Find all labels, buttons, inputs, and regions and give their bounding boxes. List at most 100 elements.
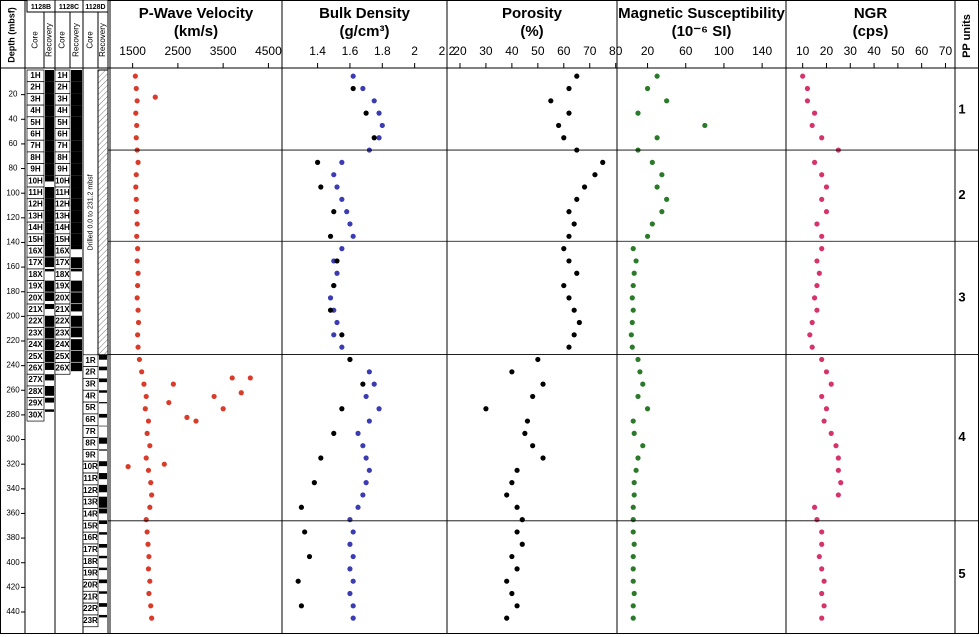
- data-point: [649, 159, 655, 165]
- data-point: [509, 480, 515, 486]
- data-point: [134, 258, 140, 264]
- recovery-bar: [45, 397, 54, 403]
- track-title: P-Wave Velocity: [139, 5, 254, 22]
- hole-name: 1128D: [85, 4, 105, 11]
- data-point: [522, 430, 528, 436]
- data-point: [814, 258, 820, 264]
- x-tick-label: 2: [411, 44, 418, 58]
- core-name: 23X: [55, 328, 70, 337]
- recovery-bar: [45, 362, 54, 370]
- data-point: [635, 393, 641, 400]
- core-name: 20X: [28, 293, 43, 302]
- data-point: [149, 615, 155, 621]
- core-name: 22R: [83, 604, 98, 613]
- data-point: [809, 344, 815, 350]
- recovery-bar: [71, 233, 82, 246]
- x-tick-label: 70: [583, 44, 597, 58]
- data-point: [133, 85, 139, 92]
- core-name: 11H: [28, 188, 42, 197]
- core-name: 16X: [55, 246, 70, 255]
- core-name: 11R: [83, 474, 97, 483]
- data-point: [298, 603, 305, 609]
- data-point: [347, 356, 353, 363]
- recovery-bar: [99, 437, 107, 444]
- x-tick-label: 1500: [119, 44, 146, 58]
- data-point: [819, 590, 825, 597]
- data-point: [331, 172, 337, 178]
- unit-label: 3: [958, 289, 965, 304]
- recovery-bar: [45, 81, 54, 94]
- recovery-bar: [71, 116, 82, 129]
- x-tick-label: 60: [557, 44, 571, 58]
- recovery-bar: [71, 105, 82, 117]
- core-name: 22X: [28, 317, 43, 326]
- data-point: [576, 319, 582, 326]
- data-point: [819, 172, 825, 178]
- x-tick-label: 60: [915, 44, 929, 58]
- y-tick-label: 240: [6, 361, 20, 370]
- data-point: [211, 393, 217, 400]
- x-tick-label: 10: [796, 44, 810, 58]
- data-point: [811, 504, 818, 510]
- data-point: [630, 282, 636, 289]
- data-point: [143, 393, 149, 400]
- recovery-bar: [99, 390, 107, 393]
- core-name: 17R: [83, 545, 98, 554]
- data-point: [556, 122, 562, 129]
- x-tick-label: 70: [939, 44, 953, 58]
- data-point: [318, 184, 324, 190]
- y-tick-label: 160: [6, 262, 20, 271]
- data-point: [592, 172, 598, 178]
- recovery-bar: [71, 175, 82, 188]
- recovery-bar: [45, 151, 54, 164]
- data-point: [134, 295, 140, 301]
- data-point: [371, 98, 377, 104]
- data-point: [821, 603, 827, 609]
- data-point: [148, 603, 154, 609]
- recovery-bar: [71, 315, 82, 327]
- recovery-bar: [99, 354, 107, 360]
- core-name: 21X: [28, 305, 43, 314]
- y-tick-label: 220: [6, 336, 20, 345]
- data-point: [809, 122, 815, 129]
- data-point: [152, 94, 158, 100]
- recovery-bar: [99, 366, 107, 371]
- data-point: [819, 541, 825, 547]
- data-point: [835, 492, 841, 498]
- data-point: [347, 541, 353, 547]
- data-point: [819, 135, 825, 141]
- data-point: [193, 418, 199, 424]
- data-point: [524, 418, 531, 424]
- x-tick-label: 4500: [255, 44, 282, 58]
- core-name: 15R: [83, 521, 98, 530]
- track-unit: (10⁻⁶ SI): [672, 23, 732, 40]
- recovery-bar: [99, 473, 107, 480]
- x-tick-label: 80: [609, 44, 623, 58]
- x-tick-label: 20: [820, 44, 834, 58]
- data-point: [630, 566, 636, 572]
- data-point: [504, 578, 510, 584]
- data-point: [302, 529, 308, 535]
- y-tick-label: 420: [6, 582, 20, 591]
- data-point: [635, 455, 641, 461]
- recovery-bar: [71, 140, 82, 152]
- data-point: [811, 159, 818, 165]
- data-point: [637, 369, 643, 375]
- recovery-bar: [45, 280, 54, 292]
- core-name: 12H: [28, 200, 43, 209]
- data-point: [630, 307, 636, 313]
- track-unit: (km/s): [174, 23, 218, 40]
- data-point: [514, 467, 520, 473]
- pp-label: PP units: [961, 14, 973, 58]
- data-point: [629, 344, 635, 350]
- core-name: 7H: [57, 141, 67, 150]
- data-point: [814, 221, 820, 227]
- data-point: [819, 196, 825, 202]
- recovery-bar: [99, 567, 107, 571]
- recovery-bar: [99, 614, 107, 618]
- data-point: [654, 73, 660, 79]
- data-point: [823, 369, 830, 375]
- data-point: [350, 615, 356, 621]
- recovery-bar: [71, 198, 82, 211]
- core-label: Core: [31, 31, 40, 49]
